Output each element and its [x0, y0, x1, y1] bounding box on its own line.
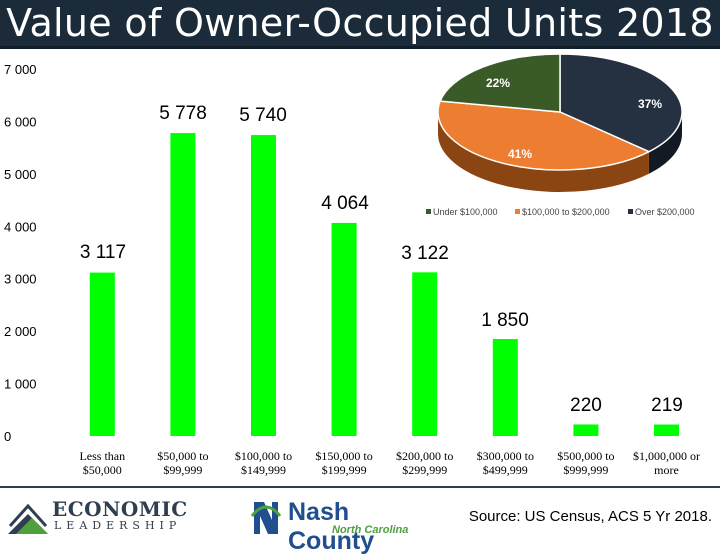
economic-leadership-mark-icon: [8, 503, 48, 534]
bar-value-label: 220: [570, 395, 602, 416]
pie-percent-label: 41%: [508, 147, 532, 161]
bar-value-label: 1 850: [481, 310, 529, 331]
x-tick-label: $149,999: [241, 463, 286, 477]
y-tick-label: 7 000: [4, 62, 37, 77]
legend-swatch: [628, 209, 633, 214]
bar: [654, 424, 679, 436]
bar: [492, 339, 518, 436]
x-tick-label: more: [654, 463, 679, 477]
legend-label: Under $100,000: [433, 207, 498, 217]
x-tick-label: $999,999: [563, 463, 608, 477]
legend-label: Over $200,000: [635, 207, 695, 217]
x-tick-label: $300,000 to: [477, 449, 534, 463]
y-tick-label: 6 000: [4, 114, 37, 129]
y-tick-label: 0: [4, 429, 11, 444]
x-tick-label: $100,000 to: [235, 449, 292, 463]
x-tick-label: $99,999: [163, 463, 202, 477]
y-tick-label: 1 000: [4, 377, 37, 392]
bar-value-label: 4 064: [321, 193, 369, 214]
economic-leadership-logo: ECONOMIC LEADERSHIP: [6, 494, 187, 536]
x-tick-label: $499,999: [483, 463, 528, 477]
bar: [331, 222, 357, 436]
x-tick-label: $200,000 to: [396, 449, 453, 463]
pie-slice-side: [648, 112, 682, 174]
y-tick-label: 4 000: [4, 219, 37, 234]
bar: [573, 424, 599, 436]
pie-percent-label: 22%: [486, 76, 510, 90]
economic-leadership-word: ECONOMIC: [52, 497, 188, 521]
bar: [412, 272, 438, 436]
x-tick-label: Less than: [79, 449, 125, 463]
bar-value-label: 5 778: [159, 103, 207, 124]
nash-county-logo: Nash County North Carolina: [248, 496, 428, 555]
bar-chart: 0 1 000 2 000 3 000 4 000 5 000 6 000 7 000 3 11…: [4, 62, 700, 477]
pie-slice: [437, 100, 651, 171]
x-tick-label: $50,000: [83, 463, 122, 477]
x-tick-label: $500,000 to: [557, 449, 614, 463]
bar: [89, 272, 115, 436]
pie-slice: [559, 53, 683, 153]
pie-slice: [439, 53, 561, 113]
bar: [251, 135, 276, 436]
legend-swatch: [515, 209, 520, 214]
title-bar: Value of Owner-Occupied Units 2018: [0, 0, 720, 49]
bar-value-label: 219: [651, 395, 683, 416]
x-tick-label: $199,999: [322, 463, 367, 477]
legend-swatch: [426, 209, 431, 214]
bar-value-label: 3 117: [80, 242, 126, 263]
chart-area: 0 1 000 2 000 3 000 4 000 5 000 6 000 7 000 3 11…: [4, 53, 700, 477]
page-title: Value of Owner-Occupied Units 2018: [6, 1, 714, 45]
legend-label: $100,000 to $200,000: [522, 207, 610, 217]
bar: [170, 133, 196, 436]
nash-county-mark-icon: [250, 502, 282, 534]
x-tick-label: $50,000 to: [157, 449, 208, 463]
pie-chart: 22% 41% 37% Under $100,000 $100,000 to $200,…: [426, 53, 695, 217]
pie-percent-label: 37%: [638, 97, 662, 111]
x-tick-label: $1,000,000 or: [633, 449, 700, 463]
footer-divider: [0, 486, 720, 488]
y-tick-label: 3 000: [4, 272, 37, 287]
source-note: Source: US Census, ACS 5 Yr 2018.: [468, 508, 712, 525]
x-tick-label: $150,000 to: [315, 449, 372, 463]
y-tick-label: 2 000: [4, 324, 37, 339]
y-tick-label: 5 000: [4, 167, 37, 182]
x-tick-label: $299,999: [402, 463, 447, 477]
bar-value-label: 3 122: [401, 243, 449, 264]
nash-county-sub: North Carolina: [332, 524, 409, 536]
pie-slice-side: [438, 112, 649, 192]
economic-leadership-sub: LEADERSHIP: [54, 519, 182, 532]
bar-value-label: 5 740: [239, 105, 287, 126]
